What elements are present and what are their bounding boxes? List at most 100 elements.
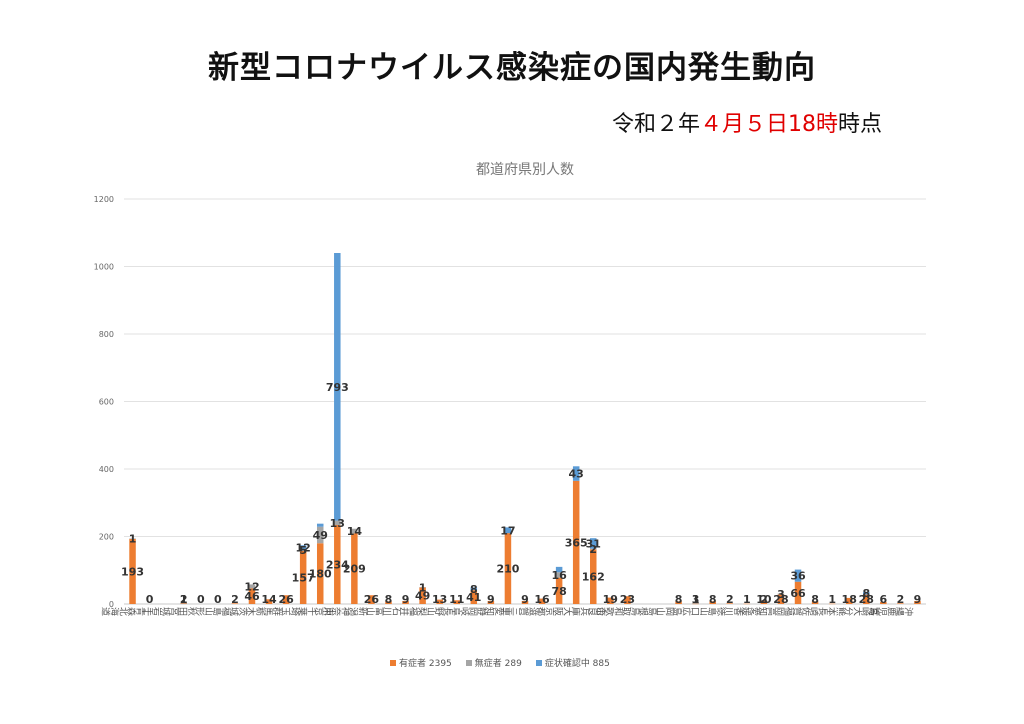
bar-segment xyxy=(436,599,443,604)
x-tick-label: 愛媛 xyxy=(741,605,761,616)
bar-segment xyxy=(572,466,580,481)
data-label: 14 xyxy=(261,593,277,606)
bar-segment xyxy=(726,603,734,604)
bar-segment xyxy=(129,538,136,540)
x-tick-label: 大分 xyxy=(843,605,863,616)
data-label: 16 xyxy=(551,569,567,582)
x-tick-label: 福岡 xyxy=(775,605,795,616)
data-label: 1 xyxy=(129,533,137,546)
x-tick-label: 長野 xyxy=(435,605,453,616)
bar-segment xyxy=(555,577,563,604)
bar-segment xyxy=(334,525,341,604)
bar-segment xyxy=(265,599,273,604)
x-tick-label: 高知 xyxy=(758,605,778,616)
bar-segment xyxy=(351,528,358,534)
data-label: 3 xyxy=(777,588,785,601)
bar-segment xyxy=(316,543,324,604)
data-label: 16 xyxy=(534,593,550,606)
bar-segment xyxy=(760,600,768,604)
bar-segment xyxy=(180,603,187,604)
x-tick-label: 石川 xyxy=(384,605,402,616)
bar-segment xyxy=(607,597,614,604)
data-label: 8 xyxy=(862,587,870,600)
x-tick-label: 群馬 xyxy=(263,605,283,616)
x-tick-label: 千葉 xyxy=(297,605,316,616)
legend-swatch xyxy=(465,659,472,666)
bar-segment xyxy=(129,538,136,604)
bar-segment xyxy=(538,598,546,604)
data-label: 2 xyxy=(897,593,905,606)
x-tick-label: 愛知 xyxy=(485,605,505,616)
data-label: 28 xyxy=(773,593,788,606)
bar-segment xyxy=(692,603,699,605)
x-tick-label: 沖縄 xyxy=(895,605,914,616)
y-tick-label: 600 xyxy=(99,398,114,407)
report-date: 令和２年４月５日18時時点 xyxy=(612,106,882,138)
data-label: 209 xyxy=(343,563,366,576)
x-tick-label: 岩手 xyxy=(144,605,164,616)
data-label: 19 xyxy=(603,593,618,606)
bar-segment xyxy=(914,600,921,604)
data-label: 49 xyxy=(313,529,328,542)
data-label: 14 xyxy=(347,525,363,538)
x-tick-label: 茨城 xyxy=(229,605,249,616)
x-tick-label: 東京 xyxy=(314,605,334,616)
bar-segment xyxy=(316,526,324,544)
bar-segment xyxy=(470,587,478,591)
legend-label: 無症者 289 xyxy=(474,659,522,669)
bar-segment xyxy=(419,587,426,604)
data-label: 1 xyxy=(419,581,427,594)
data-label: 26 xyxy=(278,593,294,606)
legend-swatch xyxy=(390,659,396,666)
bar-segment xyxy=(590,549,597,604)
data-label: 49 xyxy=(415,590,430,603)
data-label: 8 xyxy=(811,593,819,606)
data-label: 180 xyxy=(309,568,332,581)
bar-segment xyxy=(880,601,887,604)
x-tick-label: 鳥取 xyxy=(622,605,642,616)
data-label: 9 xyxy=(402,593,410,606)
data-label: 23 xyxy=(620,593,635,606)
legend-swatch xyxy=(535,659,542,666)
bar-segment xyxy=(777,593,785,595)
bar-segment xyxy=(794,569,802,582)
date-month-day: ４月５日 xyxy=(700,112,789,137)
data-label: 9 xyxy=(521,593,529,606)
data-label: 6 xyxy=(880,593,888,606)
bar-segment xyxy=(675,601,682,604)
bar-segment xyxy=(299,545,307,550)
x-tick-label: 富山 xyxy=(366,605,385,616)
data-label: 210 xyxy=(496,563,519,576)
data-label: 0 xyxy=(197,593,205,606)
bar-segment xyxy=(248,588,256,604)
data-label: 8 xyxy=(675,593,683,606)
x-tick-label: 滋賀 xyxy=(519,605,539,616)
bar-segment xyxy=(521,600,529,604)
data-label: 28 xyxy=(859,593,874,606)
data-label: 0 xyxy=(146,593,154,606)
legend-item: 無症者 289 xyxy=(465,656,522,669)
bar-segment xyxy=(811,601,819,604)
bar-segment xyxy=(845,597,853,604)
y-tick-label: 1000 xyxy=(94,263,114,272)
bar-segment xyxy=(760,599,768,601)
bar-segment xyxy=(709,601,716,604)
data-label: 26 xyxy=(364,593,380,606)
x-tick-label: 山形 xyxy=(195,605,214,616)
data-label: 2 xyxy=(760,593,768,606)
x-tick-label: 佐賀 xyxy=(792,605,812,616)
bar-segment xyxy=(863,594,870,604)
data-label: 2 xyxy=(231,593,239,606)
bar-segment xyxy=(743,603,751,605)
x-tick-label: 兵庫 xyxy=(570,605,590,616)
x-tick-label: 宮城 xyxy=(161,605,181,616)
bar-segment xyxy=(180,602,187,604)
x-tick-label: 福島 xyxy=(212,605,232,616)
bar-segment xyxy=(897,603,904,604)
x-tick-label: 岡山 xyxy=(657,605,675,616)
bar-segment xyxy=(572,480,580,604)
data-label: 12 xyxy=(244,580,259,593)
data-label: 2 xyxy=(726,593,734,606)
y-tick-label: 200 xyxy=(99,533,114,542)
